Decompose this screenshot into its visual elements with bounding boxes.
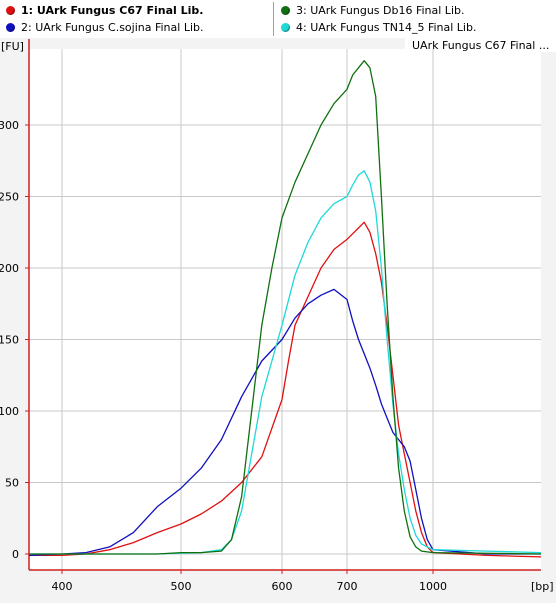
legend-item-1[interactable]: 1: UArk Fungus C67 Final Lib. (6, 4, 203, 17)
x-tick-label: 400 (52, 580, 73, 593)
chart-legend: 1: UArk Fungus C67 Final Lib. 2: UArk Fu… (0, 0, 556, 39)
series-line-1 (29, 221, 542, 558)
x-tick-label: 700 (337, 580, 358, 593)
series-line-2 (28, 288, 541, 557)
x-axis-label: [bp] (531, 580, 554, 593)
legend-label-4: 4: UArk Fungus TN14_5 Final Lib. (296, 21, 477, 34)
electropherogram-panel: UArk Fungus C67 Final ... 0 50 100 150 200 250… (0, 38, 556, 603)
series-line-4 (29, 170, 542, 555)
y-tick-label: 300 (0, 119, 19, 132)
y-tick-label: 200 (0, 262, 19, 275)
y-tick-label: 0 (12, 548, 19, 561)
y-tick-label: 150 (0, 334, 19, 347)
legend-item-4[interactable]: 4: UArk Fungus TN14_5 Final Lib. (281, 21, 476, 34)
legend-dot-4 (281, 23, 290, 32)
legend-dot-2 (6, 23, 15, 32)
y-tick-label: 50 (5, 477, 19, 490)
x-tick-label: 600 (272, 580, 293, 593)
plot-title-box (405, 38, 556, 52)
y-tick-label: 250 (0, 191, 19, 204)
electropherogram-chart[interactable]: UArk Fungus C67 Final ... 0 50 100 150 200 250… (0, 38, 556, 603)
legend-item-2[interactable]: 2: UArk Fungus C.sojina Final Lib. (6, 21, 204, 34)
legend-label-3: 3: UArk Fungus Db16 Final Lib. (296, 4, 465, 17)
plot-title: UArk Fungus C67 Final ... (412, 39, 549, 52)
y-tick-label: 100 (0, 405, 19, 418)
x-tick-label: 500 (171, 580, 192, 593)
plot-area (29, 49, 541, 570)
legend-divider (273, 2, 274, 36)
legend-dot-3 (281, 6, 290, 15)
legend-label-1: 1: UArk Fungus C67 Final Lib. (21, 4, 204, 17)
x-tick-label: 1000 (419, 580, 447, 593)
series-line-3 (29, 60, 542, 555)
legend-label-2: 2: UArk Fungus C.sojina Final Lib. (21, 21, 204, 34)
legend-dot-1 (6, 6, 15, 15)
legend-item-3[interactable]: 3: UArk Fungus Db16 Final Lib. (281, 4, 464, 17)
y-axis-label: [FU] (1, 40, 24, 53)
